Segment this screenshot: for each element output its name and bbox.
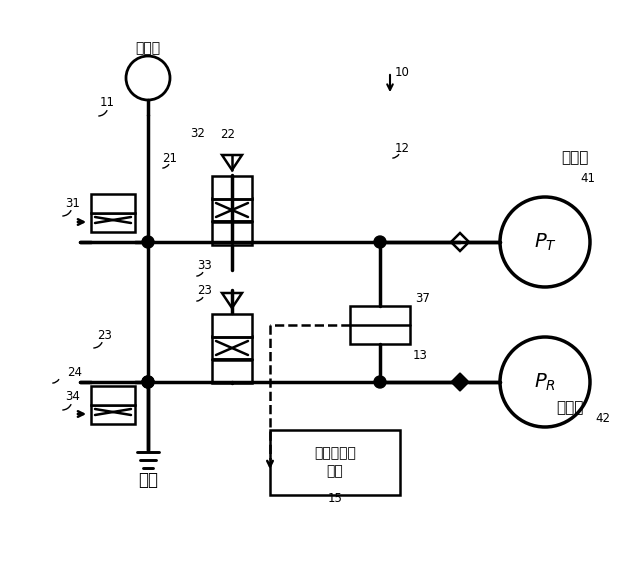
Text: 31: 31 (65, 196, 80, 209)
Text: 23: 23 (97, 329, 112, 342)
Circle shape (500, 197, 590, 287)
Circle shape (374, 236, 386, 248)
Text: 13: 13 (413, 349, 428, 362)
Circle shape (374, 376, 386, 388)
Text: $P_R$: $P_R$ (534, 372, 556, 393)
Bar (212, 336, 252, 359)
Text: 33: 33 (197, 259, 212, 272)
Text: 10: 10 (395, 65, 410, 79)
Bar (212, 314, 252, 337)
Circle shape (142, 376, 154, 388)
Bar (91, 386, 135, 405)
Text: 圧力源: 圧力源 (136, 41, 161, 55)
Text: 37: 37 (415, 292, 430, 305)
Bar (212, 222, 252, 245)
Text: 41: 41 (580, 172, 595, 185)
Bar (212, 360, 252, 383)
Text: 32: 32 (190, 126, 205, 139)
Polygon shape (451, 373, 469, 391)
Text: 11: 11 (100, 95, 115, 109)
Text: 42: 42 (595, 412, 610, 425)
Text: 記録・演算
装置: 記録・演算 装置 (314, 446, 356, 478)
Circle shape (500, 337, 590, 427)
Text: 15: 15 (328, 492, 342, 505)
Text: 34: 34 (65, 390, 80, 403)
Bar (270, 430, 400, 495)
Bar (350, 306, 410, 344)
Polygon shape (451, 233, 469, 251)
Polygon shape (222, 155, 242, 170)
Text: 23: 23 (197, 283, 212, 296)
Text: マスタ: マスタ (556, 400, 584, 416)
Text: 21: 21 (162, 152, 177, 165)
Bar (212, 198, 252, 221)
Circle shape (142, 236, 154, 248)
Bar (91, 405, 135, 424)
Text: 12: 12 (395, 142, 410, 155)
Circle shape (126, 56, 170, 100)
Text: 24: 24 (67, 366, 82, 379)
Polygon shape (222, 293, 242, 308)
Text: 22: 22 (220, 128, 235, 141)
Bar (91, 213, 135, 232)
Bar (212, 176, 252, 199)
Text: 大気: 大気 (138, 471, 158, 489)
Circle shape (142, 376, 154, 388)
Text: $P_T$: $P_T$ (534, 231, 557, 253)
Bar (91, 194, 135, 213)
Text: ワーク: ワーク (561, 151, 589, 165)
